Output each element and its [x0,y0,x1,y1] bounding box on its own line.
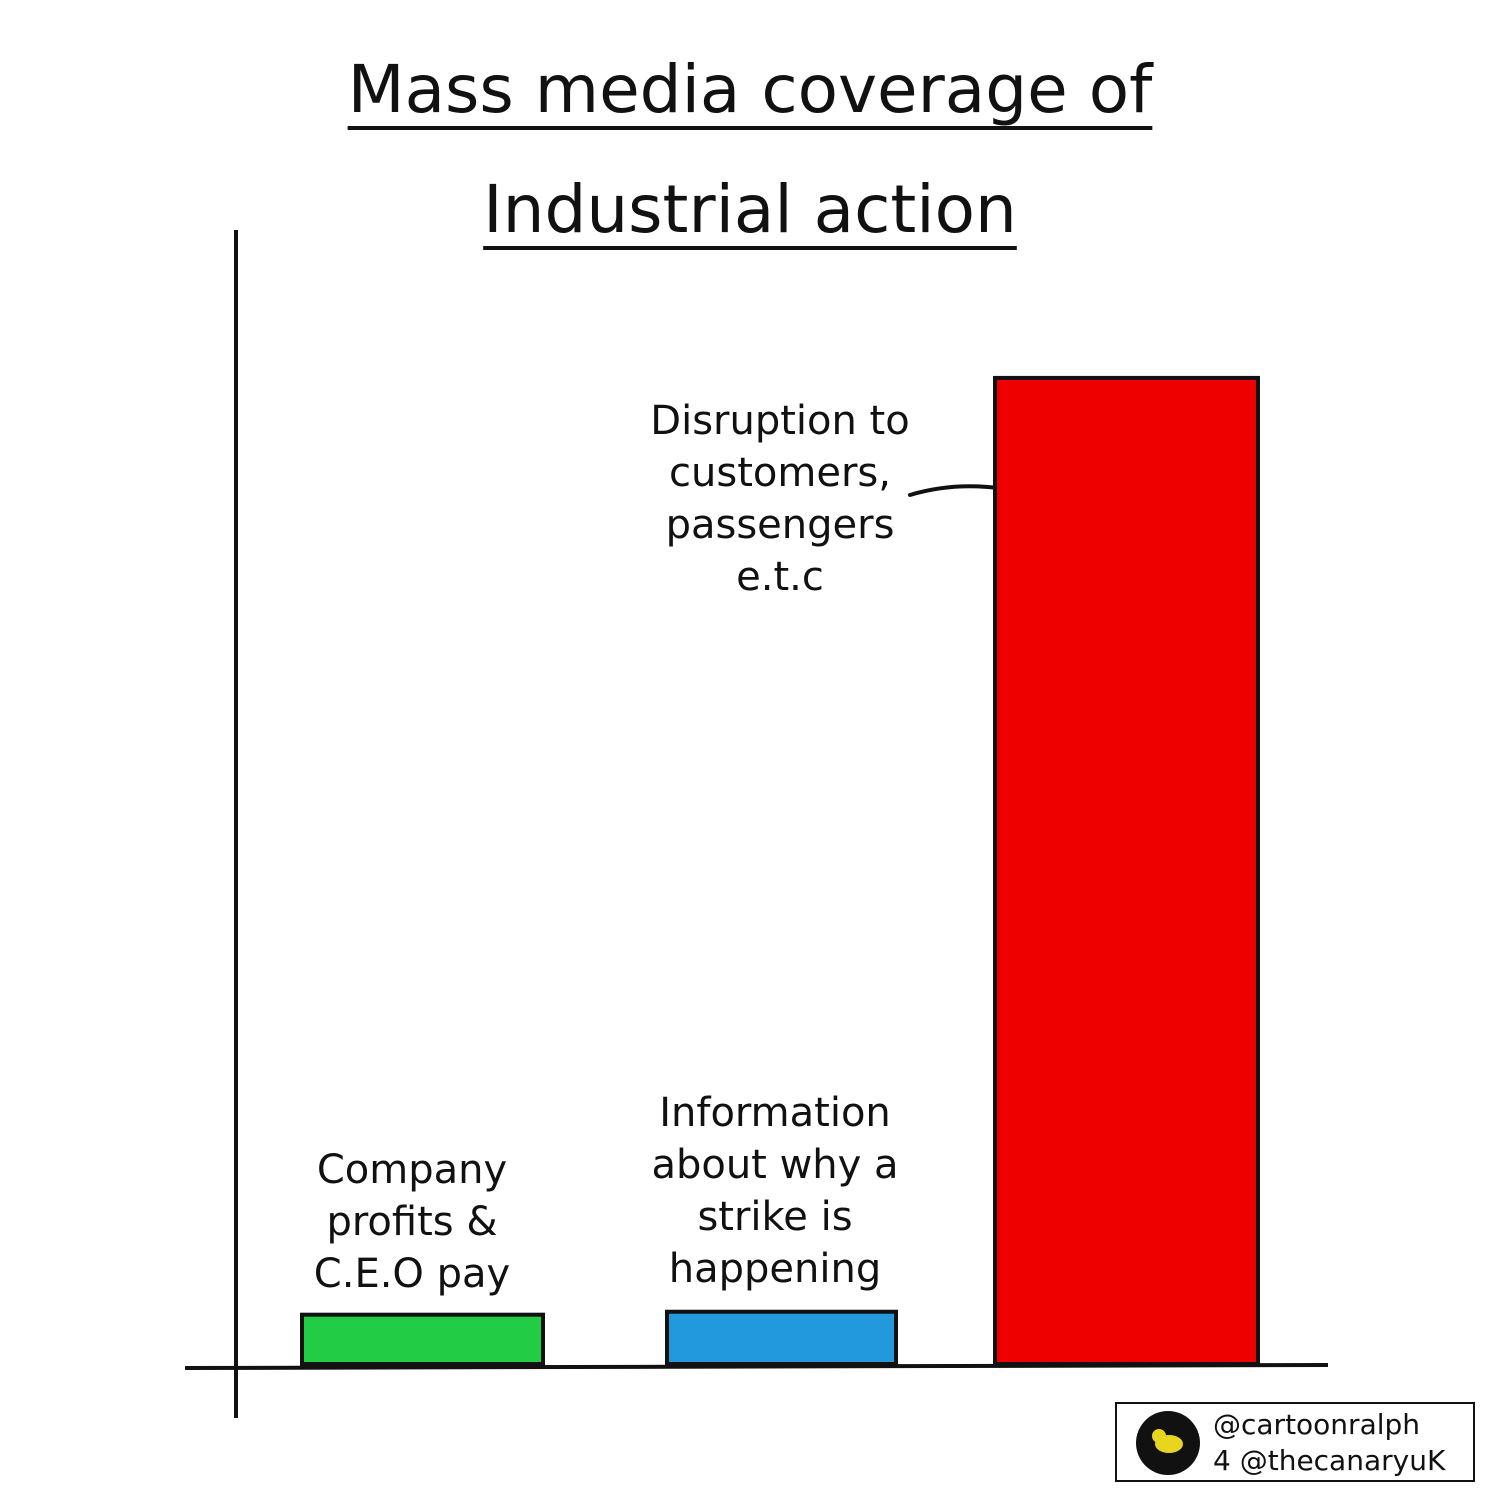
chart-title: Mass media coverage of Industrial action [347,51,1153,248]
category-label: Information about why a strike is happen… [651,1090,899,1292]
credit-line: 4 @thecanaryuK [1213,1444,1446,1477]
canary-logo [1136,1411,1200,1475]
bar [993,375,1260,1367]
credit-box: @cartoonralph 4 @thecanaryuK [1115,1402,1475,1482]
category-label: Disruption to customers, passengers e.t.… [650,398,910,600]
bar [300,1312,545,1367]
credit-line: @cartoonralph [1213,1408,1421,1441]
bar [665,1309,898,1367]
category-label: Company profits & C.E.O pay [313,1147,511,1297]
